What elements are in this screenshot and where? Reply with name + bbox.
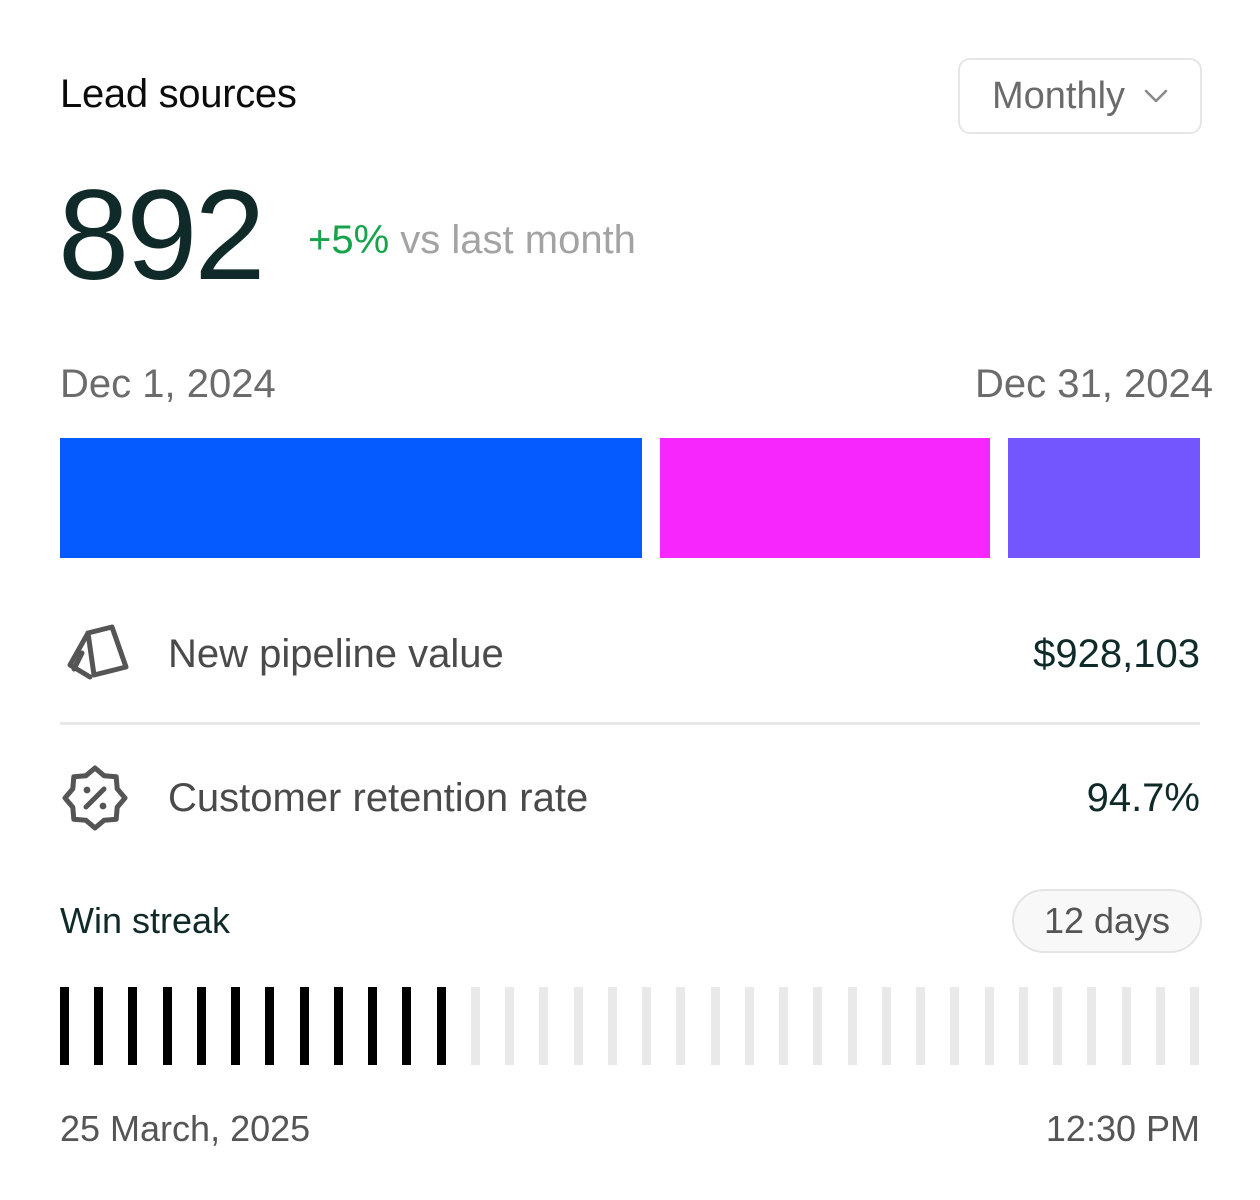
streak-tick (197, 987, 206, 1065)
streak-tick (60, 987, 69, 1065)
streak-tick (505, 987, 514, 1065)
streak-tick (1190, 987, 1199, 1065)
streak-tick (231, 987, 240, 1065)
metric-row-retention: Customer retention rate 94.7% (60, 758, 1200, 838)
range-start-date: Dec 1, 2024 (60, 362, 276, 406)
streak-tick (1019, 987, 1028, 1065)
streak-tick (163, 987, 172, 1065)
streak-tick (950, 987, 959, 1065)
streak-tick (437, 987, 446, 1065)
lead-source-segment (1008, 438, 1200, 558)
delta-comparison: vs last month (389, 218, 636, 262)
streak-tick (1087, 987, 1096, 1065)
streak-tick (745, 987, 754, 1065)
streak-tick (265, 987, 274, 1065)
footer-time: 12:30 PM (1045, 1108, 1200, 1149)
streak-tick (128, 987, 137, 1065)
card-title: Lead sources (60, 72, 297, 116)
streak-tick (779, 987, 788, 1065)
metric-value: $928,103 (1033, 631, 1200, 676)
streak-tick (539, 987, 548, 1065)
metric-label: Customer retention rate (168, 775, 589, 820)
metric-label: New pipeline value (168, 631, 504, 676)
streak-tick (882, 987, 891, 1065)
lead-source-segment (60, 438, 642, 558)
period-select-value: Monthly (992, 74, 1126, 117)
streak-tick (848, 987, 857, 1065)
streak-tick (300, 987, 309, 1065)
streak-tick (1053, 987, 1062, 1065)
streak-tick (334, 987, 343, 1065)
percent-badge-icon (60, 763, 130, 833)
streak-tick (402, 987, 411, 1065)
streak-badge: 12 days (1012, 889, 1202, 953)
streak-ticks (60, 987, 1200, 1065)
streak-tick (1156, 987, 1165, 1065)
lead-source-bar (60, 438, 1200, 558)
delta-indicator: +5% vs last month (308, 218, 636, 263)
streak-tick (368, 987, 377, 1065)
streak-tick (608, 987, 617, 1065)
period-select[interactable]: Monthly (958, 58, 1202, 134)
streak-label: Win streak (60, 900, 231, 941)
metric-row-pipeline: New pipeline value $928,103 (60, 614, 1200, 694)
total-leads: 892 (58, 164, 266, 307)
streak-tick (813, 987, 822, 1065)
streak-tick (985, 987, 994, 1065)
metric-value: 94.7% (1086, 775, 1200, 820)
streak-tick (711, 987, 720, 1065)
chevron-down-icon (1144, 89, 1168, 103)
streak-tick (676, 987, 685, 1065)
streak-tick (574, 987, 583, 1065)
lead-source-segment (660, 438, 990, 558)
divider (60, 722, 1200, 725)
footer-date: 25 March, 2025 (60, 1108, 311, 1149)
swatch-book-icon (60, 619, 130, 689)
streak-tick (642, 987, 651, 1065)
delta-percent: +5% (308, 218, 390, 262)
streak-tick (471, 987, 480, 1065)
streak-tick (94, 987, 103, 1065)
streak-tick (916, 987, 925, 1065)
range-end-date: Dec 31, 2024 (975, 362, 1213, 406)
streak-tick (1122, 987, 1131, 1065)
